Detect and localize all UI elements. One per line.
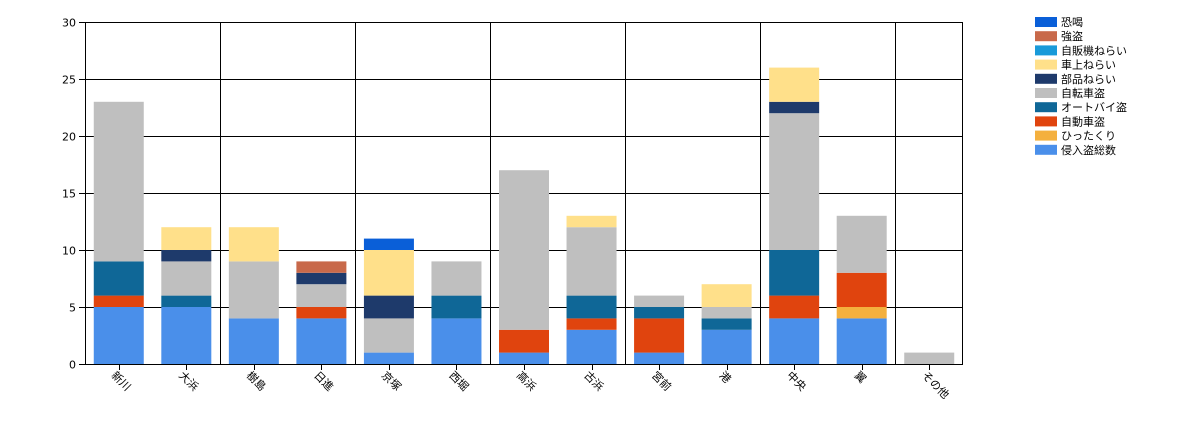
bar-segment — [634, 307, 685, 319]
legend-swatch — [1035, 31, 1057, 42]
legend-swatch — [1035, 130, 1057, 141]
bar-segment — [161, 261, 212, 296]
legend-swatch — [1035, 116, 1057, 127]
bar-segment — [769, 113, 820, 250]
bar-segment — [701, 318, 752, 330]
bar-segment — [499, 352, 549, 364]
legend-label: 車上ねらい — [1061, 58, 1116, 72]
bar-segment — [363, 238, 414, 250]
legend-label: 強盗 — [1061, 30, 1083, 43]
bar-segment — [566, 227, 617, 296]
legend-label: 自転車盗 — [1061, 86, 1105, 100]
y-tick-label: 0 — [69, 359, 76, 372]
bar-segment — [296, 284, 347, 307]
legend-swatch — [1035, 144, 1057, 155]
legend-swatch — [1035, 88, 1057, 98]
bar-segment — [93, 295, 144, 307]
x-tick-label: 高浜 — [514, 368, 539, 393]
x-tick-label: 翼 — [852, 369, 869, 386]
bar-segment — [161, 307, 212, 364]
bar-segment — [363, 352, 414, 364]
x-tick-label: 西堀 — [446, 369, 471, 394]
bar-segment — [363, 295, 414, 319]
bar-segment — [836, 215, 887, 273]
legend-swatch — [1035, 45, 1057, 56]
x-tick-labels: 新川 大浜 樹島 日進 京塚 西堀 高浜 古浜 宮前 港 中央 翼 その他 — [109, 368, 952, 401]
x-tick-label: 京塚 — [379, 368, 404, 393]
y-tick-label: 20 — [62, 131, 76, 144]
bar-segment — [566, 318, 617, 330]
bar-segment — [836, 318, 887, 364]
bar-segment — [161, 295, 212, 307]
legend-swatch — [1035, 102, 1057, 113]
bar-segment — [363, 250, 414, 296]
bar-segment — [296, 261, 347, 273]
bar-segment — [499, 170, 549, 330]
x-tick-label: 樹島 — [244, 368, 269, 393]
bar-segment — [701, 329, 752, 364]
legend-swatch — [1035, 17, 1057, 27]
legend-label: 自販機ねらい — [1061, 43, 1127, 57]
bar-segment — [836, 272, 887, 307]
bar-segment — [769, 101, 820, 114]
legend: 恐喝強盗自販機ねらい車上ねらい部品ねらい自転車盗オートバイ盗自動車盗ひったくり侵… — [1035, 16, 1127, 157]
bar-segment — [431, 318, 482, 364]
x-tick-label: 大浜 — [176, 368, 201, 393]
legend-swatch — [1035, 73, 1057, 84]
bar-segment — [161, 227, 212, 250]
bar-segment — [93, 307, 144, 364]
y-tick-label: 5 — [69, 302, 76, 315]
x-tick-label: 日進 — [311, 369, 336, 394]
bar-segment — [836, 307, 887, 319]
legend-label: 侵入盗総数 — [1061, 143, 1116, 157]
bar-segment — [228, 261, 279, 319]
legend-swatch — [1035, 59, 1057, 70]
y-tick-label: 10 — [62, 245, 76, 258]
bar-segment — [566, 215, 617, 228]
x-tick-label: 中央 — [784, 369, 809, 394]
bar-segment — [363, 318, 414, 353]
bar-segment — [499, 329, 549, 353]
x-tick-label: その他 — [919, 369, 952, 402]
bar-segment — [904, 352, 955, 364]
bar-segment — [431, 295, 482, 319]
bar-segment — [228, 318, 279, 364]
legend-label: 自動車盗 — [1061, 114, 1105, 128]
y-tick-label: 15 — [62, 188, 76, 201]
y-tick-labels: 0 5 10 15 20 25 30 — [62, 17, 76, 372]
y-tick-label: 25 — [62, 74, 76, 87]
bar-segment — [769, 250, 820, 296]
axes — [79, 22, 963, 370]
legend-label: オートバイ盗 — [1061, 101, 1127, 114]
y-tick-label: 30 — [62, 17, 76, 30]
bars — [93, 67, 955, 364]
x-tick-label: 宮前 — [649, 368, 674, 393]
bar-segment — [296, 318, 347, 364]
bar-segment — [701, 307, 752, 319]
bar-segment — [296, 307, 347, 319]
bar-segment — [228, 227, 279, 262]
bar-segment — [161, 250, 212, 262]
legend-label: 部品ねらい — [1061, 72, 1116, 86]
legend-label: ひったくり — [1061, 130, 1116, 143]
x-tick-label: 古浜 — [581, 369, 606, 394]
bar-segment — [634, 352, 685, 364]
x-tick-label: 新川 — [109, 368, 134, 393]
bar-segment — [566, 329, 617, 364]
bar-segment — [769, 67, 820, 102]
bar-segment — [296, 272, 347, 285]
x-tick-label: 港 — [716, 369, 733, 386]
bar-segment — [93, 101, 144, 262]
bar-segment — [634, 318, 685, 353]
bar-segment — [701, 284, 752, 307]
bar-segment — [634, 295, 685, 307]
legend-label: 恐喝 — [1061, 16, 1083, 29]
bar-segment — [769, 318, 820, 364]
bar-segment — [769, 295, 820, 319]
bar-segment — [566, 295, 617, 319]
bar-segment — [431, 261, 482, 296]
bar-segment — [93, 261, 144, 296]
